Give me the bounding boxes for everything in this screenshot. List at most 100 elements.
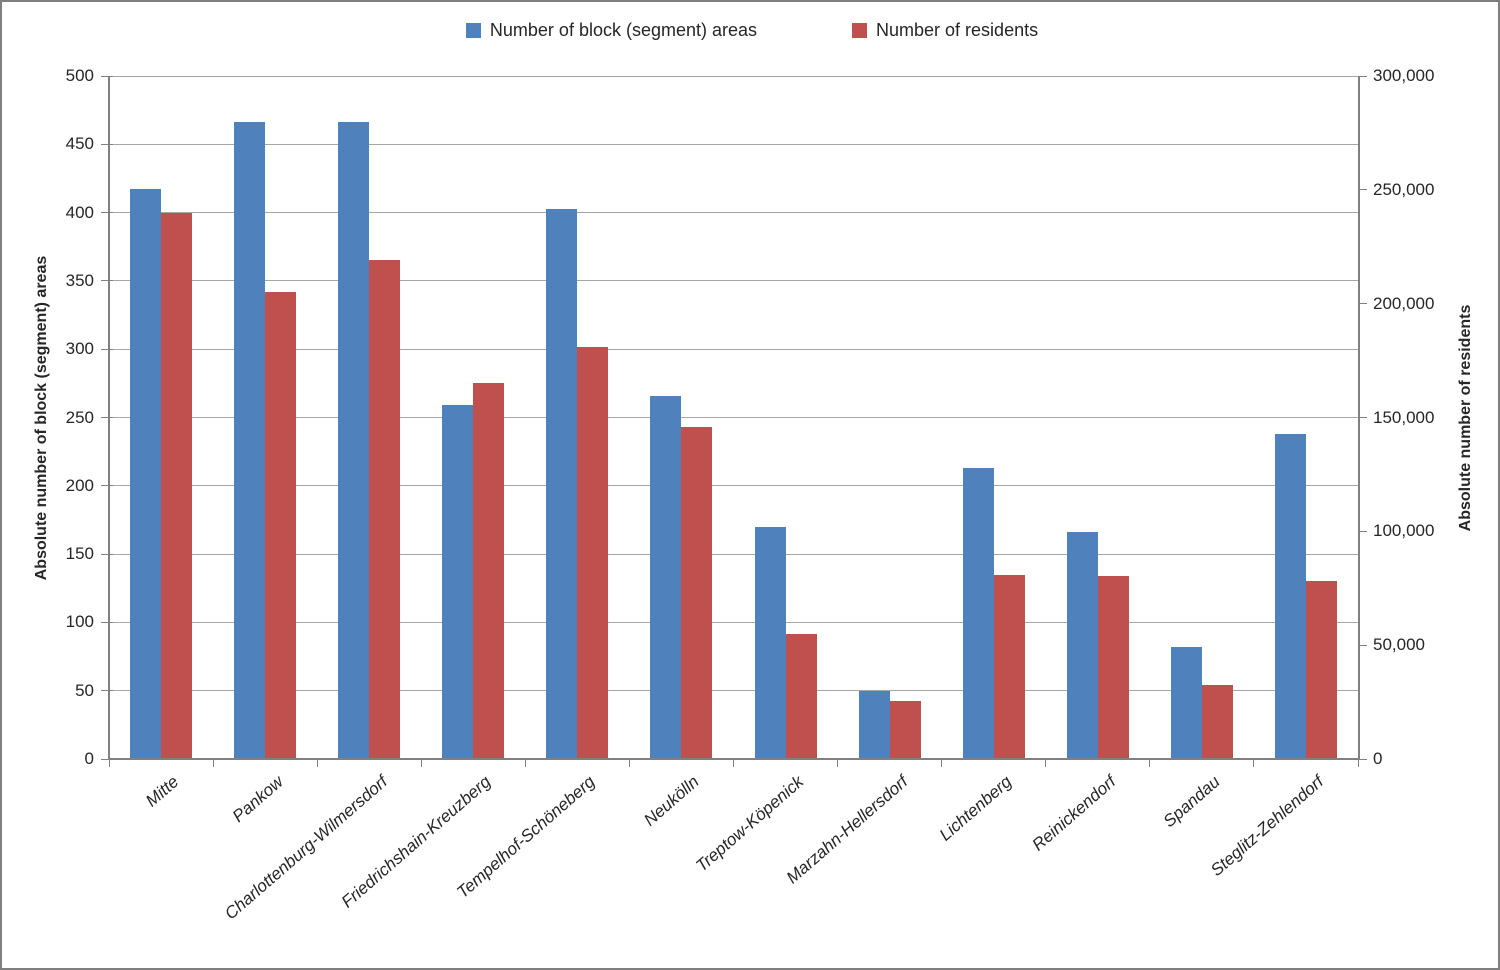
right-axis-tick <box>1358 303 1367 305</box>
y-axis-tick-label: 100 <box>65 612 94 632</box>
bar-residents-5 <box>681 426 713 759</box>
y2-axis-tick-label: 250,000 <box>1373 179 1435 199</box>
x-axis-category-label: Mitte <box>142 772 183 811</box>
right-axis-tick <box>1358 644 1367 646</box>
right-axis-tick <box>1358 417 1367 418</box>
x-axis-tick <box>524 759 526 767</box>
y-axis-tick-label: 500 <box>65 66 94 85</box>
bar-residents-8 <box>993 574 1025 759</box>
right-axis-tick <box>1358 530 1367 532</box>
legend: Number of block (segment) areas Number o… <box>2 20 1498 41</box>
left-axis-tick <box>101 758 113 760</box>
bar-blocks-8 <box>962 468 994 759</box>
x-axis-category-label: Treptow-Köpenick <box>692 772 807 876</box>
x-axis-tick <box>108 759 110 767</box>
bar-blocks-5 <box>650 395 682 759</box>
legend-label-residents: Number of residents <box>876 20 1039 40</box>
y2-axis-tick-label: 300,000 <box>1373 66 1435 85</box>
left-axis-tick <box>101 280 113 282</box>
bar-residents-7 <box>889 700 921 759</box>
y2-axis-tick-label: 200,000 <box>1373 293 1435 313</box>
left-axis-tick <box>101 143 113 145</box>
right-axis-tick <box>1358 189 1367 191</box>
x-axis-tick <box>628 759 630 767</box>
bar-residents-9 <box>1097 575 1129 759</box>
gridline <box>109 621 1358 623</box>
legend-item-residents: Number of residents <box>852 20 1038 41</box>
gridline <box>109 553 1358 555</box>
right-axis-title: Absolute number of residents <box>1457 304 1474 532</box>
bar-blocks-6 <box>754 526 786 759</box>
legend-swatch-blocks-icon <box>465 23 481 38</box>
gridline <box>109 485 1358 487</box>
x-axis-tick <box>837 759 839 767</box>
bar-blocks-11 <box>1274 433 1306 759</box>
y2-axis-tick-label: 100,000 <box>1373 521 1435 541</box>
gridline <box>109 143 1358 145</box>
gridline <box>109 280 1358 282</box>
left-axis-tick <box>101 621 113 623</box>
right-axis-tick <box>1358 75 1367 77</box>
bar-residents-10 <box>1201 685 1233 759</box>
bar-residents-1 <box>265 292 297 759</box>
x-axis-tick <box>1149 759 1151 767</box>
gridline <box>109 417 1358 418</box>
bar-blocks-1 <box>234 122 266 759</box>
left-axis-tick <box>101 690 113 692</box>
y2-axis-tick-label: 150,000 <box>1373 407 1435 427</box>
bar-residents-2 <box>369 260 401 759</box>
bar-residents-4 <box>577 346 609 759</box>
legend-swatch-residents-icon <box>852 23 868 38</box>
x-axis-tick <box>420 759 422 767</box>
y-axis-tick-label: 350 <box>65 270 94 290</box>
gridline <box>109 690 1358 692</box>
bar-blocks-9 <box>1066 532 1098 759</box>
x-axis-category-label: Reinickendorf <box>1028 772 1120 855</box>
y-axis-tick-label: 400 <box>65 202 94 222</box>
bar-blocks-0 <box>130 189 162 759</box>
y-axis-tick-label: 250 <box>65 407 94 427</box>
bar-blocks-10 <box>1170 646 1202 759</box>
y-axis-tick-label: 0 <box>84 749 94 768</box>
y-axis-tick-label: 50 <box>75 680 94 700</box>
left-axis-tick <box>101 75 113 77</box>
x-axis-category-label: Neukölln <box>640 772 703 830</box>
left-axis-tick <box>101 485 113 487</box>
x-axis-tick <box>212 759 214 767</box>
y2-axis-tick-label: 50,000 <box>1373 635 1425 655</box>
y-axis-tick-label: 150 <box>65 544 94 564</box>
bar-residents-3 <box>473 383 505 759</box>
legend-item-blocks: Number of block (segment) areas <box>465 20 758 41</box>
left-axis-tick <box>101 417 113 418</box>
bar-blocks-3 <box>442 405 474 759</box>
right-axis-tick <box>1358 758 1367 760</box>
y-axis-tick-label: 300 <box>65 339 94 359</box>
gridline <box>109 212 1358 214</box>
bar-blocks-7 <box>858 690 890 759</box>
y-axis-tick-label: 450 <box>65 134 94 154</box>
bar-blocks-4 <box>546 208 578 759</box>
bar-residents-11 <box>1305 581 1337 759</box>
x-axis-tick <box>1357 759 1359 767</box>
x-axis-tick <box>1045 759 1047 767</box>
y2-axis-tick-label: 0 <box>1373 749 1383 768</box>
x-axis-line <box>108 758 1360 760</box>
x-axis-tick <box>733 759 734 767</box>
gridline <box>109 348 1358 350</box>
gridline <box>109 75 1358 77</box>
left-axis-tick <box>101 348 113 350</box>
left-axis-tick <box>101 553 113 555</box>
x-axis-tick <box>316 759 318 767</box>
x-axis-category-label: Pankow <box>228 772 287 827</box>
x-axis-tick <box>941 759 943 767</box>
x-axis-category-label: Lichtenberg <box>935 772 1016 845</box>
x-axis-category-label: Steglitz-Zehlendorf <box>1207 772 1328 880</box>
bar-residents-0 <box>161 212 193 759</box>
x-axis-category-label: Spandau <box>1159 772 1224 832</box>
bar-blocks-2 <box>338 122 370 759</box>
bar-residents-6 <box>785 633 817 759</box>
y-axis-tick-label: 200 <box>65 475 94 495</box>
legend-label-blocks: Number of block (segment) areas <box>489 20 758 40</box>
x-axis-tick <box>1253 759 1255 767</box>
